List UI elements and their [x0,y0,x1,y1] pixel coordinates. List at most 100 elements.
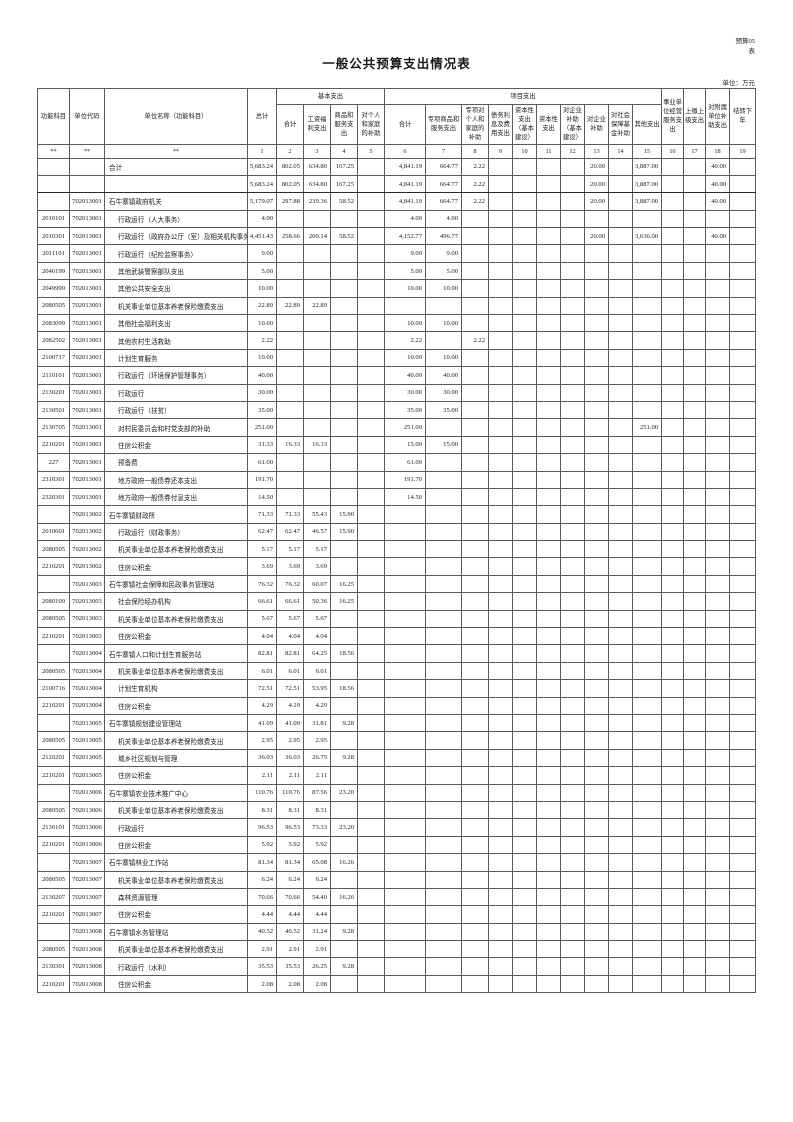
unit-name-cell: 机关事业单位基本养老保险缴费支出 [104,870,248,889]
function-code-cell: 2049999 [37,279,70,298]
amount-cell-col12 [560,227,585,246]
amount-cell-col10 [512,174,537,194]
amount-cell-col18: 40.00 [705,157,731,176]
amount-cell-col1: 35.53 [247,957,277,976]
amount-cell-col3: 5.67 [303,609,331,629]
amount-cell-col6: 14.50 [384,487,426,507]
amount-cell-col13 [584,574,609,594]
table-row: 2080505 702013003 机关事业单位基本养老保险缴费支出 5.67 5.67… [37,609,757,629]
amount-cell-col19 [729,800,757,820]
amount-cell-col2: 8.31 [276,800,304,820]
amount-cell-col12 [560,348,585,368]
amount-cell-col11 [536,296,561,316]
amount-cell-col13 [584,348,609,368]
unit-code-cell: 702013007 [69,870,105,889]
amount-cell-col3: 2.95 [303,731,331,750]
amount-cell-col16 [661,261,685,281]
unit-code-cell: 702013001 [69,453,105,472]
amount-cell-col4 [330,974,358,994]
amount-cell-col6 [384,766,426,785]
table-row: 702013006 石牛寨镇农业技术推广中心 110.76 110.76 87.56 23… [37,783,757,802]
amount-cell-col14 [608,314,633,333]
amount-cell-col19 [729,887,757,907]
amount-cell-col4 [330,661,358,681]
amount-cell-col15 [631,331,663,350]
amount-cell-col10 [512,679,537,698]
amount-cell-col11 [536,227,561,246]
unit-code-cell: 702013003 [69,592,105,611]
amount-cell-col8 [461,314,489,333]
amount-cell-col8 [461,800,489,820]
amount-cell-col17 [683,383,707,402]
amount-cell-col12 [560,487,585,507]
amount-cell-col10 [512,713,537,733]
amount-cell-col7: 4.00 [425,209,462,229]
unit-name-cell: 行政运行（纪检监察事务） [104,244,248,263]
function-code-cell [37,783,70,802]
unit-note: 单位：万元 [722,80,756,87]
amount-cell-col8 [461,400,489,420]
amount-cell-col7 [425,940,462,959]
amount-cell-col18: 40.00 [705,192,731,211]
amount-cell-col16 [661,783,685,802]
column-seq-cell: ** [104,143,248,159]
amount-cell-col11 [536,505,561,524]
amount-cell-col5 [357,905,385,924]
amount-cell-col17 [683,766,707,785]
unit-code-cell: 702013001 [69,314,105,333]
amount-cell-col11 [536,522,561,542]
amount-cell-col10 [512,940,537,959]
amount-cell-col9 [488,279,513,298]
amount-cell-col5 [357,400,385,420]
function-code-cell [37,505,70,524]
amount-cell-col16 [661,296,685,316]
amount-cell-col4: 15.90 [330,505,358,524]
amount-cell-col13 [584,400,609,420]
amount-cell-col18 [705,713,731,733]
unit-name-cell: 住房公积金 [104,766,248,785]
amount-cell-col4: 9.28 [330,748,358,768]
amount-cell-col14 [608,261,633,281]
column-seq-cell: 11 [536,143,561,159]
amount-cell-col16 [661,748,685,768]
amount-cell-col13 [584,314,609,333]
unit-name-cell: 石牛寨镇水务管理站 [104,922,248,942]
amount-cell-col12 [560,748,585,768]
amount-cell-col7 [425,835,462,855]
amount-cell-col6 [384,818,426,837]
unit-code-cell: 702013008 [69,940,105,959]
unit-code-cell: 702013006 [69,783,105,802]
amount-cell-col1: 30.00 [247,383,277,402]
amount-cell-col15 [631,557,663,576]
column-seq-cell: 7 [425,143,462,159]
amount-cell-col12 [560,627,585,646]
amount-cell-col8 [461,418,489,437]
amount-cell-col14 [608,400,633,420]
amount-cell-col12 [560,922,585,942]
amount-cell-col7 [425,818,462,837]
group-header-basic: 基本支出 [276,88,385,105]
amount-cell-col6: 4,152.77 [384,227,426,246]
amount-cell-col17 [683,748,707,768]
amount-cell-col3: 5.92 [303,835,331,855]
unit-code-cell: 702013004 [69,661,105,681]
amount-cell-col13 [584,331,609,350]
amount-cell-col15 [631,661,663,681]
amount-cell-col18 [705,957,731,976]
amount-cell-col10 [512,870,537,889]
amount-cell-col16 [661,540,685,559]
amount-cell-col7: 35.00 [425,400,462,420]
table-row: 2040199 702013001 其他武装警察部队支出 5.00 5.00 5.00 [37,261,757,281]
amount-cell-col9 [488,505,513,524]
amount-cell-col17 [683,887,707,907]
amount-cell-col1: 4.04 [247,627,277,646]
amount-cell-col9 [488,296,513,316]
function-code-cell: 2083099 [37,314,70,333]
table-row: 2210201 702013005 住房公积金 2.11 2.11 2.11 [37,766,757,785]
amount-cell-col17 [683,592,707,611]
amount-cell-col4: 16.25 [330,592,358,611]
unit-name-cell: 其他公共安全支出 [104,279,248,298]
unit-code-cell: 702013001 [69,227,105,246]
amount-cell-col16 [661,592,685,611]
amount-cell-col11 [536,400,561,420]
